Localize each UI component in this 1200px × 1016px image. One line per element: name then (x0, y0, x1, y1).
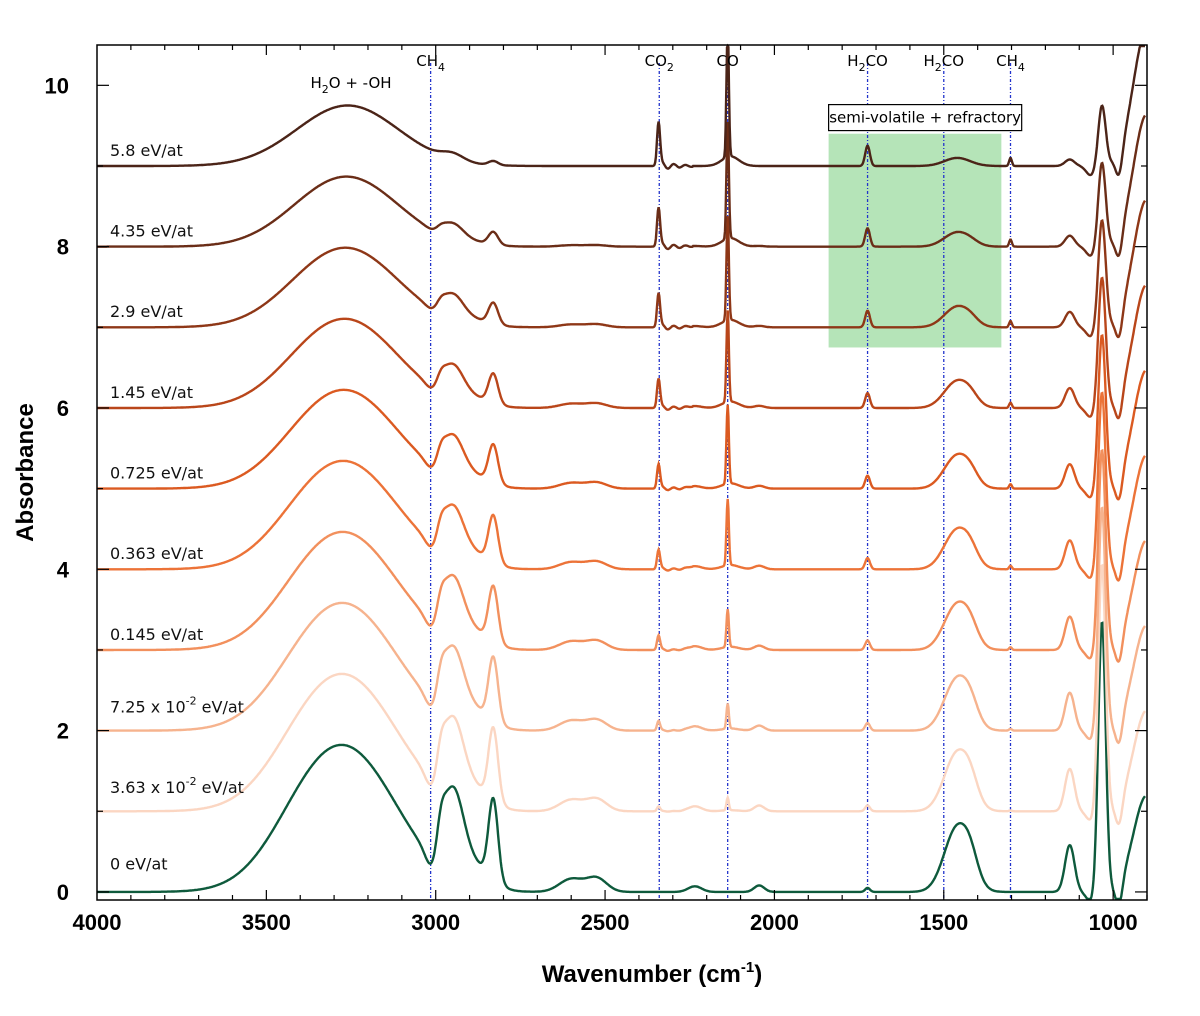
molecule-label: H2CO (923, 52, 964, 74)
series-label: 0.145 eV/at (110, 625, 203, 644)
series-label: 4.35 eV/at (110, 222, 193, 241)
molecule-label-suffix: CO (866, 52, 888, 70)
x-axis-title-main: Wavenumber (cm (542, 961, 741, 988)
series-line (97, 333, 1146, 501)
series-line (97, 563, 1146, 826)
molecule-label-subscript: 2 (859, 61, 866, 74)
x-axis-title: Wavenumber (cm-1) (542, 959, 763, 988)
molecule-label: CO2 (645, 52, 674, 74)
water-label-suffix: O + -OH (329, 74, 392, 92)
y-tick-label: 6 (57, 396, 69, 421)
series-label: 0 eV/at (110, 855, 168, 874)
molecule-label-text: CH (996, 52, 1018, 70)
molecule-label: CO (717, 52, 739, 70)
x-tick-label: 2000 (750, 910, 799, 935)
highlight-band (828, 133, 1002, 348)
molecule-label-text: CO (645, 52, 667, 70)
water-label-text: H (310, 74, 321, 92)
series-label: 0.363 eV/at (110, 544, 203, 563)
molecule-label-subscript: 4 (1018, 61, 1025, 74)
y-tick-label: 8 (57, 235, 69, 260)
molecule-label-text: H (923, 52, 934, 70)
molecule-label: H2CO (847, 52, 888, 74)
y-tick-label: 0 (57, 880, 69, 905)
x-axis-title-superscript: -1 (741, 959, 754, 976)
y-tick-label: 10 (45, 73, 69, 98)
reference-line-layer (429, 63, 1012, 900)
series-line (97, 506, 1146, 745)
series-line (97, 448, 1146, 663)
y-axis-title: Absorbance (12, 403, 39, 542)
molecule-label-subscript: 2 (935, 61, 942, 74)
y-tick-label: 4 (57, 557, 70, 582)
series-label: 0.725 eV/at (110, 464, 203, 483)
series-line (97, 276, 1146, 420)
molecule-label: CH4 (996, 52, 1025, 74)
highlight-band-layer (828, 133, 1002, 348)
series-line (97, 114, 1147, 258)
series-label: 7.25 x 10-2 eV/at (110, 694, 244, 716)
axis-layer (96, 44, 1148, 901)
series-line (97, 199, 1147, 339)
molecule-label-text: CO (717, 52, 739, 70)
x-tick-label: 4000 (73, 910, 122, 935)
series-label-exponent: -2 (186, 694, 197, 707)
x-tick-label: 1500 (919, 910, 968, 935)
x-axis-title-close: ) (754, 961, 762, 988)
series-label: 1.45 eV/at (110, 383, 193, 402)
series-label: 2.9 eV/at (110, 302, 183, 321)
molecule-label-suffix: CO (942, 52, 964, 70)
molecule-label-text: CH (416, 52, 438, 70)
series-label-main: 3.63 x 10 (110, 778, 186, 797)
x-tick-label: 3000 (411, 910, 460, 935)
molecule-label-subscript: 2 (667, 61, 674, 74)
x-tick-label: 1000 (1089, 910, 1138, 935)
series-label: 3.63 x 10-2 eV/at (110, 775, 244, 797)
plot-frame (96, 44, 1148, 901)
series-layer (97, 43, 1147, 901)
annotation-box (828, 103, 1023, 132)
series-label-unit: eV/at (197, 778, 244, 797)
molecule-label-text: H (847, 52, 858, 70)
x-tick-label: 3500 (242, 910, 291, 935)
y-tick-label: 2 (57, 719, 69, 744)
series-line (97, 43, 1145, 177)
water-hydroxyl-label: H2O + -OH (310, 74, 391, 96)
x-tick-label: 2500 (581, 910, 630, 935)
series-label-unit: eV/at (197, 697, 244, 716)
series-label: 5.8 eV/at (110, 141, 183, 160)
molecule-label: CH4 (416, 52, 445, 74)
series-label-main: 7.25 x 10 (110, 697, 186, 716)
molecule-label-subscript: 4 (438, 61, 445, 74)
series-line (97, 621, 1146, 901)
series-line (97, 391, 1146, 582)
water-label-subscript: 2 (322, 83, 329, 96)
annotation-box-label: semi-volatile + refractory (829, 109, 1021, 127)
series-label-exponent: -2 (186, 775, 197, 788)
